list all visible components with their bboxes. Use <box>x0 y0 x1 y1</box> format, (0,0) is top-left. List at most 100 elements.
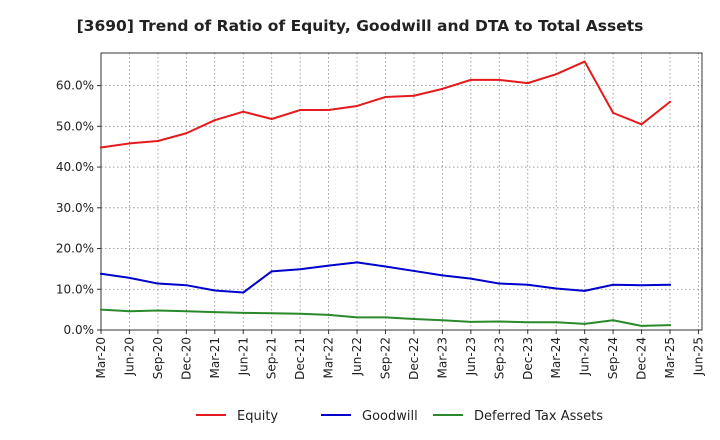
data-point <box>384 316 387 319</box>
data-point <box>156 282 159 285</box>
y-tick-label: 0.0% <box>64 323 95 337</box>
data-point <box>327 264 330 267</box>
data-point <box>612 283 615 286</box>
data-point <box>583 60 586 63</box>
x-tick-label: Jun-20 <box>122 337 136 376</box>
data-point <box>526 82 529 85</box>
x-tick-label: Dec-23 <box>521 337 535 380</box>
legend-item-deferred-tax-assets: Deferred Tax Assets <box>433 409 603 424</box>
x-tick-label: Mar-20 <box>94 337 108 378</box>
data-point <box>356 316 359 319</box>
data-point <box>270 270 273 273</box>
x-tick-label: Sep-20 <box>151 337 165 379</box>
y-axis: 0.0% 10.0% 20.0% 30.0% 40.0% 50.0% 60.0% <box>56 79 101 337</box>
x-tick-label: Sep-22 <box>379 337 393 379</box>
data-point <box>270 312 273 315</box>
y-tick-label: 10.0% <box>56 282 94 296</box>
y-tick-label: 20.0% <box>56 242 94 256</box>
series-layer <box>100 60 671 327</box>
data-point <box>128 276 131 279</box>
data-point <box>270 117 273 120</box>
grid <box>100 53 702 331</box>
data-point <box>555 321 558 324</box>
data-point <box>640 284 643 287</box>
legend-item-goodwill: Goodwill <box>321 409 418 424</box>
data-point <box>669 100 671 103</box>
x-tick-label: Mar-23 <box>435 337 449 378</box>
data-point <box>213 311 216 314</box>
x-tick-label: Jun-21 <box>236 337 250 376</box>
data-point <box>441 319 444 322</box>
data-point <box>526 283 529 286</box>
data-point <box>185 284 188 287</box>
data-point <box>441 274 444 277</box>
data-point <box>299 268 302 271</box>
data-point <box>469 78 472 81</box>
data-point <box>412 269 415 272</box>
data-point <box>213 119 216 122</box>
legend-item-equity: Equity <box>196 409 278 424</box>
data-point <box>356 104 359 107</box>
x-axis: Mar-20 Jun-20 Sep-20 Dec-20 Mar-21 Jun-21 Sep-… <box>94 330 705 380</box>
x-tick-label: Mar-24 <box>549 337 563 378</box>
data-point <box>100 146 102 149</box>
data-point <box>384 265 387 268</box>
x-tick-label: Jun-22 <box>350 337 364 376</box>
data-point <box>242 311 245 314</box>
data-point <box>185 132 188 135</box>
x-tick-label: Mar-25 <box>663 337 677 378</box>
data-point <box>583 289 586 292</box>
data-point <box>612 319 615 322</box>
data-point <box>555 287 558 290</box>
data-point <box>185 310 188 313</box>
legend-label: Deferred Tax Assets <box>474 409 603 424</box>
data-point <box>640 123 643 126</box>
data-point <box>128 310 131 313</box>
data-point <box>100 272 102 275</box>
x-tick-label: Dec-20 <box>179 337 193 380</box>
data-point <box>583 322 586 325</box>
data-point <box>498 282 501 285</box>
data-point <box>299 109 302 112</box>
legend-label: Equity <box>237 409 278 424</box>
x-tick-label: Jun-23 <box>464 337 478 376</box>
x-tick-label: Dec-22 <box>407 337 421 380</box>
data-point <box>242 110 245 113</box>
data-point <box>356 261 359 264</box>
y-tick-label: 30.0% <box>56 201 94 215</box>
data-point <box>412 94 415 97</box>
x-tick-label: Jun-25 <box>691 337 705 376</box>
data-point <box>128 142 131 145</box>
data-point <box>156 139 159 142</box>
data-point <box>498 320 501 323</box>
data-point <box>242 291 245 294</box>
data-point <box>469 277 472 280</box>
plot-area-frame <box>100 52 703 331</box>
x-tick-label: Mar-22 <box>322 337 336 378</box>
x-tick-label: Mar-21 <box>208 337 222 378</box>
x-tick-label: Sep-21 <box>265 337 279 379</box>
data-point <box>526 321 529 324</box>
data-point <box>327 109 330 112</box>
x-tick-label: Sep-23 <box>492 337 506 379</box>
data-point <box>669 324 671 327</box>
x-tick-label: Sep-24 <box>606 337 620 379</box>
x-tick-label: Dec-21 <box>293 337 307 380</box>
data-point <box>327 313 330 316</box>
y-tick-label: 60.0% <box>56 79 94 93</box>
y-tick-label: 50.0% <box>56 119 94 133</box>
data-point <box>612 111 615 114</box>
data-point <box>156 309 159 312</box>
y-tick-label: 40.0% <box>56 160 94 174</box>
data-point <box>213 289 216 292</box>
data-point <box>640 324 643 327</box>
legend-label: Goodwill <box>362 409 418 424</box>
data-point <box>441 87 444 90</box>
x-tick-label: Jun-24 <box>578 337 592 376</box>
legend: Equity Goodwill Deferred Tax Assets <box>196 409 603 424</box>
data-point <box>498 78 501 81</box>
data-point <box>669 283 671 286</box>
data-point <box>469 320 472 323</box>
